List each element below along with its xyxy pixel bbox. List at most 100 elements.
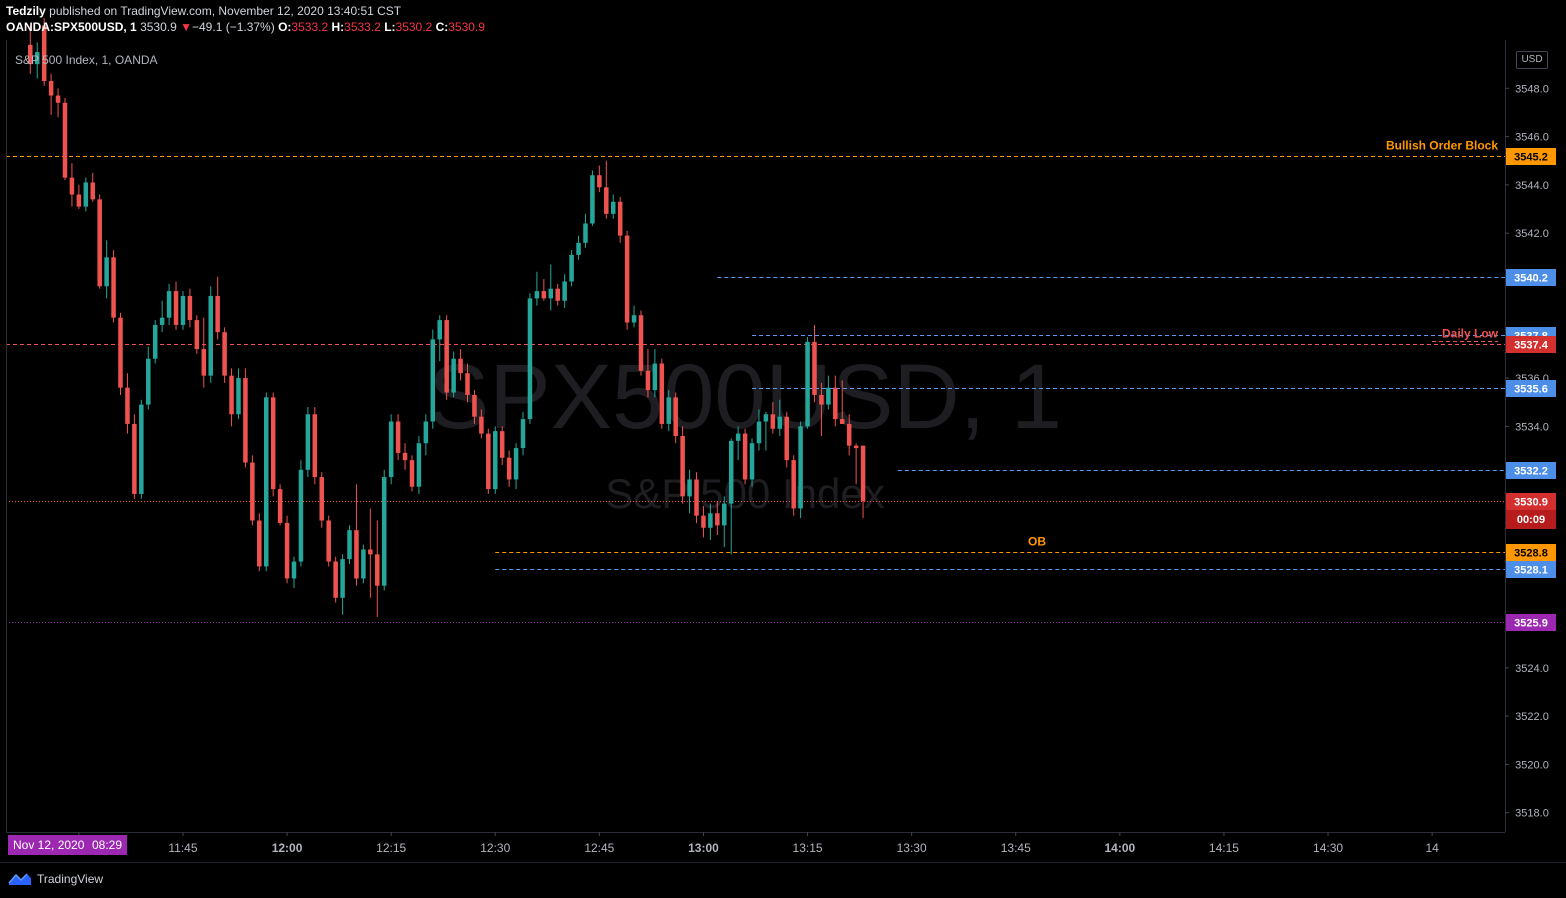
candle-body bbox=[83, 182, 89, 207]
candle-body bbox=[319, 477, 325, 521]
candle-body bbox=[506, 457, 512, 480]
price-axis[interactable]: 3518.03520.03522.03524.03534.03536.03542… bbox=[0, 40, 1566, 863]
candle bbox=[770, 402, 776, 434]
candle-body bbox=[152, 324, 158, 359]
candle-body bbox=[347, 530, 352, 560]
price-tick-label: 3522.0 bbox=[1515, 711, 1549, 723]
candle-body bbox=[104, 257, 109, 287]
candle-body bbox=[250, 462, 255, 521]
candle-body bbox=[166, 291, 172, 318]
candle-body bbox=[139, 404, 144, 494]
candle bbox=[520, 411, 526, 456]
candle-body bbox=[111, 257, 116, 318]
candle-body bbox=[388, 421, 394, 478]
candle bbox=[152, 320, 158, 364]
candle bbox=[541, 279, 547, 301]
candle bbox=[409, 455, 415, 492]
high-value: 3533.2 bbox=[344, 20, 381, 34]
candle bbox=[41, 18, 47, 86]
candle-body bbox=[548, 288, 554, 299]
candle-body bbox=[569, 254, 574, 282]
candle bbox=[860, 445, 866, 519]
candle bbox=[243, 368, 248, 468]
currency-badge[interactable]: USD bbox=[1516, 51, 1548, 69]
candle bbox=[756, 409, 762, 451]
price-axis-tag-label: 3535.6 bbox=[1514, 384, 1548, 396]
horizontal-levels: Bullish Order Block Daily Low OB bbox=[6, 139, 1505, 623]
candle-body bbox=[597, 175, 602, 188]
candle bbox=[604, 160, 609, 219]
candle-body bbox=[263, 397, 269, 567]
candle bbox=[645, 349, 651, 398]
cursor-time-label: 08:29 bbox=[92, 838, 122, 852]
tradingview-brand[interactable]: TradingView bbox=[37, 872, 104, 886]
candle bbox=[451, 351, 456, 398]
series-legend[interactable]: S&P 500 Index, 1, OANDA bbox=[15, 53, 158, 67]
candle-body bbox=[381, 477, 387, 586]
candle-body bbox=[819, 394, 824, 405]
candle-body bbox=[805, 341, 810, 427]
candle bbox=[173, 281, 179, 330]
candle bbox=[833, 375, 838, 427]
candle bbox=[83, 177, 89, 212]
candle bbox=[527, 293, 533, 424]
candle bbox=[680, 426, 685, 504]
candle-body bbox=[215, 295, 220, 333]
candle-body bbox=[354, 530, 359, 579]
price-axis-tag bbox=[1506, 544, 1556, 561]
candle bbox=[187, 288, 193, 328]
candle-body bbox=[527, 298, 533, 420]
candle-body bbox=[652, 363, 658, 391]
candle-body bbox=[499, 431, 505, 458]
author-name[interactable]: Tedzily bbox=[6, 4, 46, 18]
candle-body bbox=[312, 414, 318, 478]
price-tick-label: 3534.0 bbox=[1515, 421, 1549, 433]
candle-body bbox=[701, 515, 706, 528]
candle-body bbox=[715, 513, 720, 526]
price-axis-tag bbox=[1506, 148, 1556, 165]
time-tick-label: 12:00 bbox=[272, 841, 303, 855]
candle bbox=[69, 163, 75, 207]
candle bbox=[569, 250, 574, 287]
price-axis-tag-label: 3537.4 bbox=[1514, 340, 1549, 352]
candle bbox=[673, 392, 678, 444]
candle bbox=[784, 411, 789, 468]
candle bbox=[104, 240, 109, 299]
time-axis[interactable]: 11:3011:4512:0012:1512:3012:4513:0013:15… bbox=[8, 832, 1439, 855]
candle bbox=[555, 283, 560, 306]
level-annotation: OB bbox=[1028, 535, 1046, 549]
candle bbox=[472, 390, 477, 424]
candle-body bbox=[742, 433, 748, 480]
candle-body bbox=[326, 520, 331, 562]
candle bbox=[361, 544, 366, 584]
candle bbox=[312, 407, 318, 485]
candle-body bbox=[423, 421, 429, 444]
candle-body bbox=[173, 291, 179, 325]
candle-body bbox=[541, 291, 547, 299]
candle bbox=[388, 414, 394, 485]
close-value: 3530.9 bbox=[448, 20, 485, 34]
candle bbox=[763, 411, 769, 451]
candle-body bbox=[763, 414, 769, 422]
candle bbox=[354, 484, 359, 586]
candle bbox=[305, 407, 311, 478]
candle bbox=[340, 554, 345, 615]
candle-body bbox=[638, 315, 644, 371]
candle-body bbox=[194, 320, 200, 350]
candle bbox=[28, 25, 33, 74]
symbol-label[interactable]: OANDA:SPX500USD, 1 bbox=[6, 20, 137, 34]
candle-body bbox=[770, 414, 776, 429]
candle-body bbox=[291, 561, 297, 579]
candle bbox=[742, 428, 748, 485]
time-tick-label: 13:15 bbox=[793, 841, 823, 855]
candle bbox=[402, 443, 408, 470]
candle-body bbox=[576, 242, 581, 255]
time-tick-label: 11:45 bbox=[168, 841, 197, 855]
down-arrow-icon: ▼ bbox=[180, 20, 192, 34]
close-label: C: bbox=[435, 20, 449, 34]
candle bbox=[812, 324, 817, 403]
price-axis-tag bbox=[1506, 269, 1556, 286]
time-tick-label: 14:30 bbox=[1313, 841, 1343, 855]
candle-body bbox=[284, 522, 290, 579]
